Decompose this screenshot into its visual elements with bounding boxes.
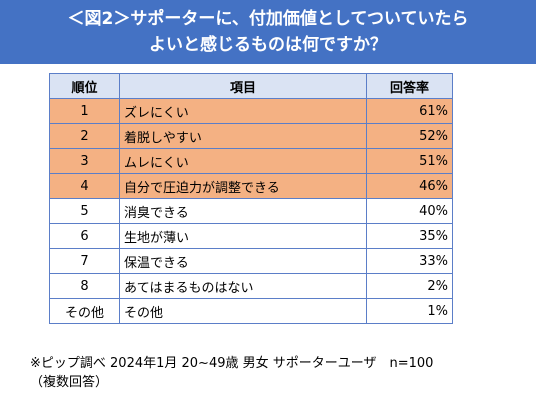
item-cell: 着脱しやすい [119, 123, 367, 149]
rank-cell: その他 [49, 298, 120, 324]
item-cell: ムレにくい [119, 148, 367, 174]
rank-cell: 3 [49, 148, 120, 174]
table-row: 7 保温できる 33% [49, 248, 453, 274]
rate-cell: 52% [366, 123, 453, 149]
table-row: 2 着脱しやすい 52% [49, 123, 453, 149]
item-cell: 自分で圧迫力が調整できる [119, 173, 367, 199]
rank-cell: 6 [49, 223, 120, 249]
item-cell: あてはまるものはない [119, 273, 367, 299]
header-rate: 回答率 [366, 73, 453, 99]
rank-cell: 7 [49, 248, 120, 274]
footnote: ※ピップ調べ 2024年1月 20~49歳 男女 サポーターユーザ n=100 … [30, 354, 433, 392]
footnote-line-1: ※ピップ調べ 2024年1月 20~49歳 男女 サポーターユーザ n=100 [30, 356, 434, 371]
header-rank: 順位 [49, 73, 120, 99]
rate-cell: 33% [366, 248, 453, 274]
item-cell: その他 [119, 298, 367, 324]
header-item: 項目 [119, 73, 367, 99]
rate-cell: 46% [366, 173, 453, 199]
footnote-line-2: （複数回答） [30, 375, 109, 390]
table-header-row: 順位 項目 回答率 [49, 73, 453, 99]
item-cell: 保温できる [119, 248, 367, 274]
item-cell: 生地が薄い [119, 223, 367, 249]
rate-cell: 51% [366, 148, 453, 174]
table-row: 8 あてはまるものはない 2% [49, 273, 453, 299]
rank-cell: 4 [49, 173, 120, 199]
rate-cell: 35% [366, 223, 453, 249]
table-body: 1 ズレにくい 61% 2 着脱しやすい 52% 3 ムレにくい 51% 4 自分で圧迫力が調整でき… [49, 98, 453, 324]
chart-title-line-2: よいと感じるものは何ですか？ [149, 35, 387, 55]
item-cell: 消臭できる [119, 198, 367, 224]
table-row: 3 ムレにくい 51% [49, 148, 453, 174]
chart-title-line-1: ＜図2＞サポーターに、付加価値としてついていたら [67, 9, 469, 29]
rate-cell: 40% [366, 198, 453, 224]
rank-cell: 5 [49, 198, 120, 224]
rate-cell: 61% [366, 98, 453, 124]
ranking-table: 順位 項目 回答率 1 ズレにくい 61% 2 着脱しやすい 52% 3 ムレにくい 51% 4 自… [49, 73, 453, 324]
rank-cell: 1 [49, 98, 120, 124]
item-cell: ズレにくい [119, 98, 367, 124]
rank-cell: 2 [49, 123, 120, 149]
rate-cell: 1% [366, 298, 453, 324]
title-banner: ＜図2＞サポーターに、付加価値としてついていたら よいと感じるものは何ですか？ [0, 0, 536, 64]
rank-cell: 8 [49, 273, 120, 299]
table-row: 1 ズレにくい 61% [49, 98, 453, 124]
table-row: 5 消臭できる 40% [49, 198, 453, 224]
table-row: その他 その他 1% [49, 298, 453, 324]
table-row: 4 自分で圧迫力が調整できる 46% [49, 173, 453, 199]
table-row: 6 生地が薄い 35% [49, 223, 453, 249]
rate-cell: 2% [366, 273, 453, 299]
